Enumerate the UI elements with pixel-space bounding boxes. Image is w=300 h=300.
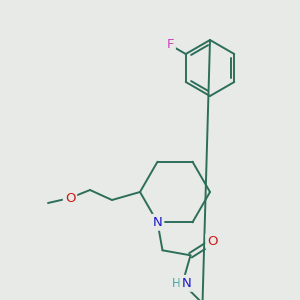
Text: N: N xyxy=(182,277,191,290)
Text: H: H xyxy=(172,277,181,290)
Text: O: O xyxy=(207,235,218,248)
Text: O: O xyxy=(65,191,75,205)
Text: N: N xyxy=(153,216,162,229)
Text: F: F xyxy=(167,38,174,52)
